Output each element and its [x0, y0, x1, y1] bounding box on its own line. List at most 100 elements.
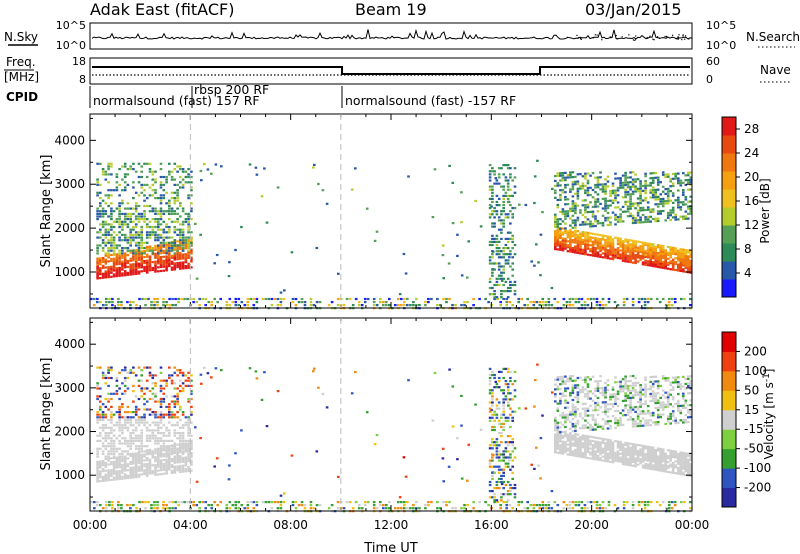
velocity-cell [157, 416, 160, 419]
power-cell [654, 188, 657, 191]
velocity-cell [143, 455, 146, 458]
nsearch-point [678, 34, 680, 36]
power-cell [173, 241, 177, 244]
power-cell [644, 184, 647, 187]
power-cell [671, 252, 675, 255]
power-cell [679, 248, 683, 251]
velocity-cell [596, 437, 600, 440]
velocity-cell [596, 450, 600, 453]
velocity-cell [187, 456, 190, 459]
velocity-cell [184, 462, 188, 465]
velocity-cell [165, 468, 168, 471]
velocity-cell [566, 443, 570, 446]
power-cell [497, 268, 501, 271]
power-cell [584, 233, 587, 236]
power-cell [126, 223, 130, 226]
velocity-cell [165, 450, 168, 453]
velocity-cell [215, 457, 219, 460]
velocity-cell [140, 432, 143, 435]
power-cell [168, 304, 171, 307]
power-cell [162, 241, 166, 244]
power-cell [629, 207, 632, 210]
velocity-cell [448, 368, 451, 371]
power-cell [591, 236, 595, 239]
power-cell [644, 251, 647, 254]
power-cell [495, 237, 499, 240]
velocity-panel: 00:00 04:00 08:00 12:00 16:00 20:00 00:0010002… [39, 317, 776, 532]
velocity-cell [170, 463, 174, 467]
velocity-cell [96, 395, 99, 398]
velocity-cell [134, 472, 138, 475]
power-cell [143, 189, 146, 192]
velocity-cell [504, 398, 508, 401]
velocity-cell [165, 470, 168, 473]
power-cell [631, 243, 635, 246]
velocity-cell [132, 371, 135, 374]
power-cell [126, 259, 130, 263]
velocity-cell [502, 474, 505, 477]
velocity-cell [168, 366, 171, 369]
velocity-cell [225, 507, 229, 510]
power-cell [190, 170, 193, 173]
velocity-cell [148, 413, 152, 416]
power-cell [187, 181, 190, 184]
power-cell [168, 202, 171, 205]
cpid-label: CPID [6, 90, 38, 104]
velocity-cell [556, 376, 560, 379]
velocity-cell [121, 442, 124, 445]
velocity-cell [181, 413, 185, 416]
velocity-cell [112, 445, 116, 448]
velocity-cell [586, 449, 590, 452]
power-cell [96, 207, 99, 210]
velocity-cell [309, 507, 313, 510]
nsky-trace [91, 28, 693, 41]
velocity-cell [493, 376, 496, 380]
power-cell [190, 258, 193, 261]
power-cell [184, 181, 188, 184]
power-cell [649, 189, 652, 192]
power-cell [679, 252, 683, 255]
power-cell [639, 258, 642, 261]
power-cell [439, 304, 442, 307]
power-cell [664, 173, 667, 176]
velocity-cell [170, 465, 174, 469]
velocity-cell [121, 459, 124, 463]
velocity-cell [303, 507, 307, 510]
power-cell [606, 245, 610, 248]
velocity-cell [117, 501, 120, 504]
power-cell [651, 265, 655, 268]
velocity-cell [145, 429, 149, 432]
power-cell [382, 304, 385, 307]
velocity-cell [576, 453, 580, 456]
power-cell [679, 259, 683, 263]
velocity-cell [176, 432, 179, 435]
power-cell [96, 273, 99, 276]
power-cell [170, 266, 174, 269]
power-cell [154, 270, 157, 273]
velocity-cell [601, 451, 605, 454]
power-cell [418, 304, 421, 307]
power-cell [609, 247, 612, 250]
velocity-cell [596, 442, 600, 446]
power-cell [204, 297, 207, 301]
power-cell [671, 260, 675, 263]
power-cell [168, 245, 171, 248]
velocity-cell [491, 373, 494, 377]
velocity-cell [574, 429, 577, 433]
power-cell [157, 262, 160, 265]
velocity-cell [506, 435, 510, 438]
velocity-cell [591, 399, 595, 402]
power-cell [606, 199, 610, 202]
velocity-cell [123, 379, 127, 382]
power-cell [176, 240, 179, 243]
velocity-cell [488, 459, 492, 462]
velocity-cell [143, 397, 146, 401]
velocity-cell [556, 402, 560, 405]
power-cell [689, 171, 693, 174]
power-cell [436, 297, 439, 301]
velocity-cell [187, 418, 190, 422]
nsearch-tick-top: 10^5 [706, 19, 736, 32]
velocity-cell [456, 437, 459, 440]
power-cell [101, 249, 105, 252]
power-cell [646, 244, 650, 247]
